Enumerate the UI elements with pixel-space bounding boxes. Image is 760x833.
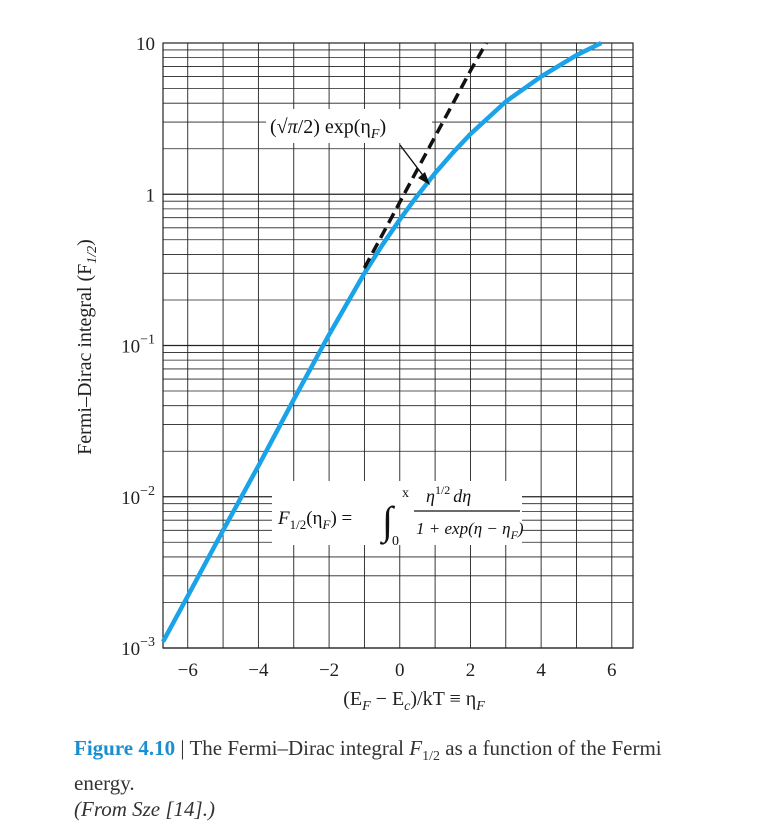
x-tick-label: −4 — [248, 660, 269, 681]
formula-lhs: F1/2(ηF) = — [277, 508, 352, 532]
x-tick-labels: −6 −4 −2 0 2 4 6 — [178, 660, 617, 681]
integral-sign: ∫ — [379, 498, 396, 545]
y-axis-title: Fermi–Dirac integral (F1/2) — [74, 239, 100, 455]
series-layer — [161, 40, 603, 643]
x-tick-label: 6 — [607, 660, 617, 681]
x-tick-label: 4 — [536, 660, 546, 681]
annotation-arrowhead — [418, 172, 430, 185]
fermi-dirac-chart: −6 −4 −2 0 2 4 6 10 1 10−1 10−2 10−3 (√π/2) exp(ηF… — [74, 34, 634, 714]
figure-label: Figure 4.10 — [74, 736, 176, 760]
dashed-curve-label: (√π/2) exp(ηF) — [270, 116, 386, 142]
series-line-fermi-integral — [161, 40, 603, 643]
caption-f-symbol: F — [409, 736, 423, 760]
caption-text-2: as a function of the Fermi energy. — [74, 736, 662, 796]
x-axis-title: (EF − Ec)/kT ≡ ηF — [343, 688, 485, 714]
annotation-leader-line — [399, 144, 426, 179]
grid — [163, 43, 633, 649]
y-tick-label: 1 — [146, 185, 156, 206]
integral-lower-limit: 0 — [392, 534, 399, 549]
x-tick-label: 2 — [466, 660, 476, 681]
caption-separator: | — [175, 736, 190, 760]
formula-denominator: 1 + exp(η − ηF) — [416, 519, 524, 542]
y-tick-label: 10 — [136, 34, 155, 55]
x-tick-label: 0 — [395, 660, 405, 681]
y-tick-label: 10−1 — [121, 333, 155, 358]
caption-source: (From Sze [14].) — [74, 797, 215, 822]
y-tick-labels: 10 1 10−1 10−2 10−3 — [121, 34, 155, 660]
integral-upper-limit: x — [402, 486, 409, 501]
formula-bg — [272, 481, 522, 545]
figure-caption: Figure 4.10 | The Fermi–Dirac integral F… — [74, 735, 714, 822]
x-tick-label: −6 — [178, 660, 198, 681]
plot-frame — [162, 42, 634, 649]
fermi-dirac-formula: F1/2(ηF) = ∫ x 0 η1/2 dη 1 + exp(η − ηF) — [277, 483, 524, 549]
series-line-exp-approx — [362, 42, 488, 269]
dashed-label-bg — [266, 109, 432, 143]
formula-numerator: η1/2 dη — [426, 483, 471, 506]
caption-f-subscript: 1/2 — [422, 749, 440, 765]
y-tick-label: 10−2 — [121, 484, 155, 509]
caption-text-1: The Fermi–Dirac integral — [189, 736, 410, 760]
x-tick-label: −2 — [319, 660, 339, 681]
y-tick-label: 10−3 — [121, 635, 155, 660]
